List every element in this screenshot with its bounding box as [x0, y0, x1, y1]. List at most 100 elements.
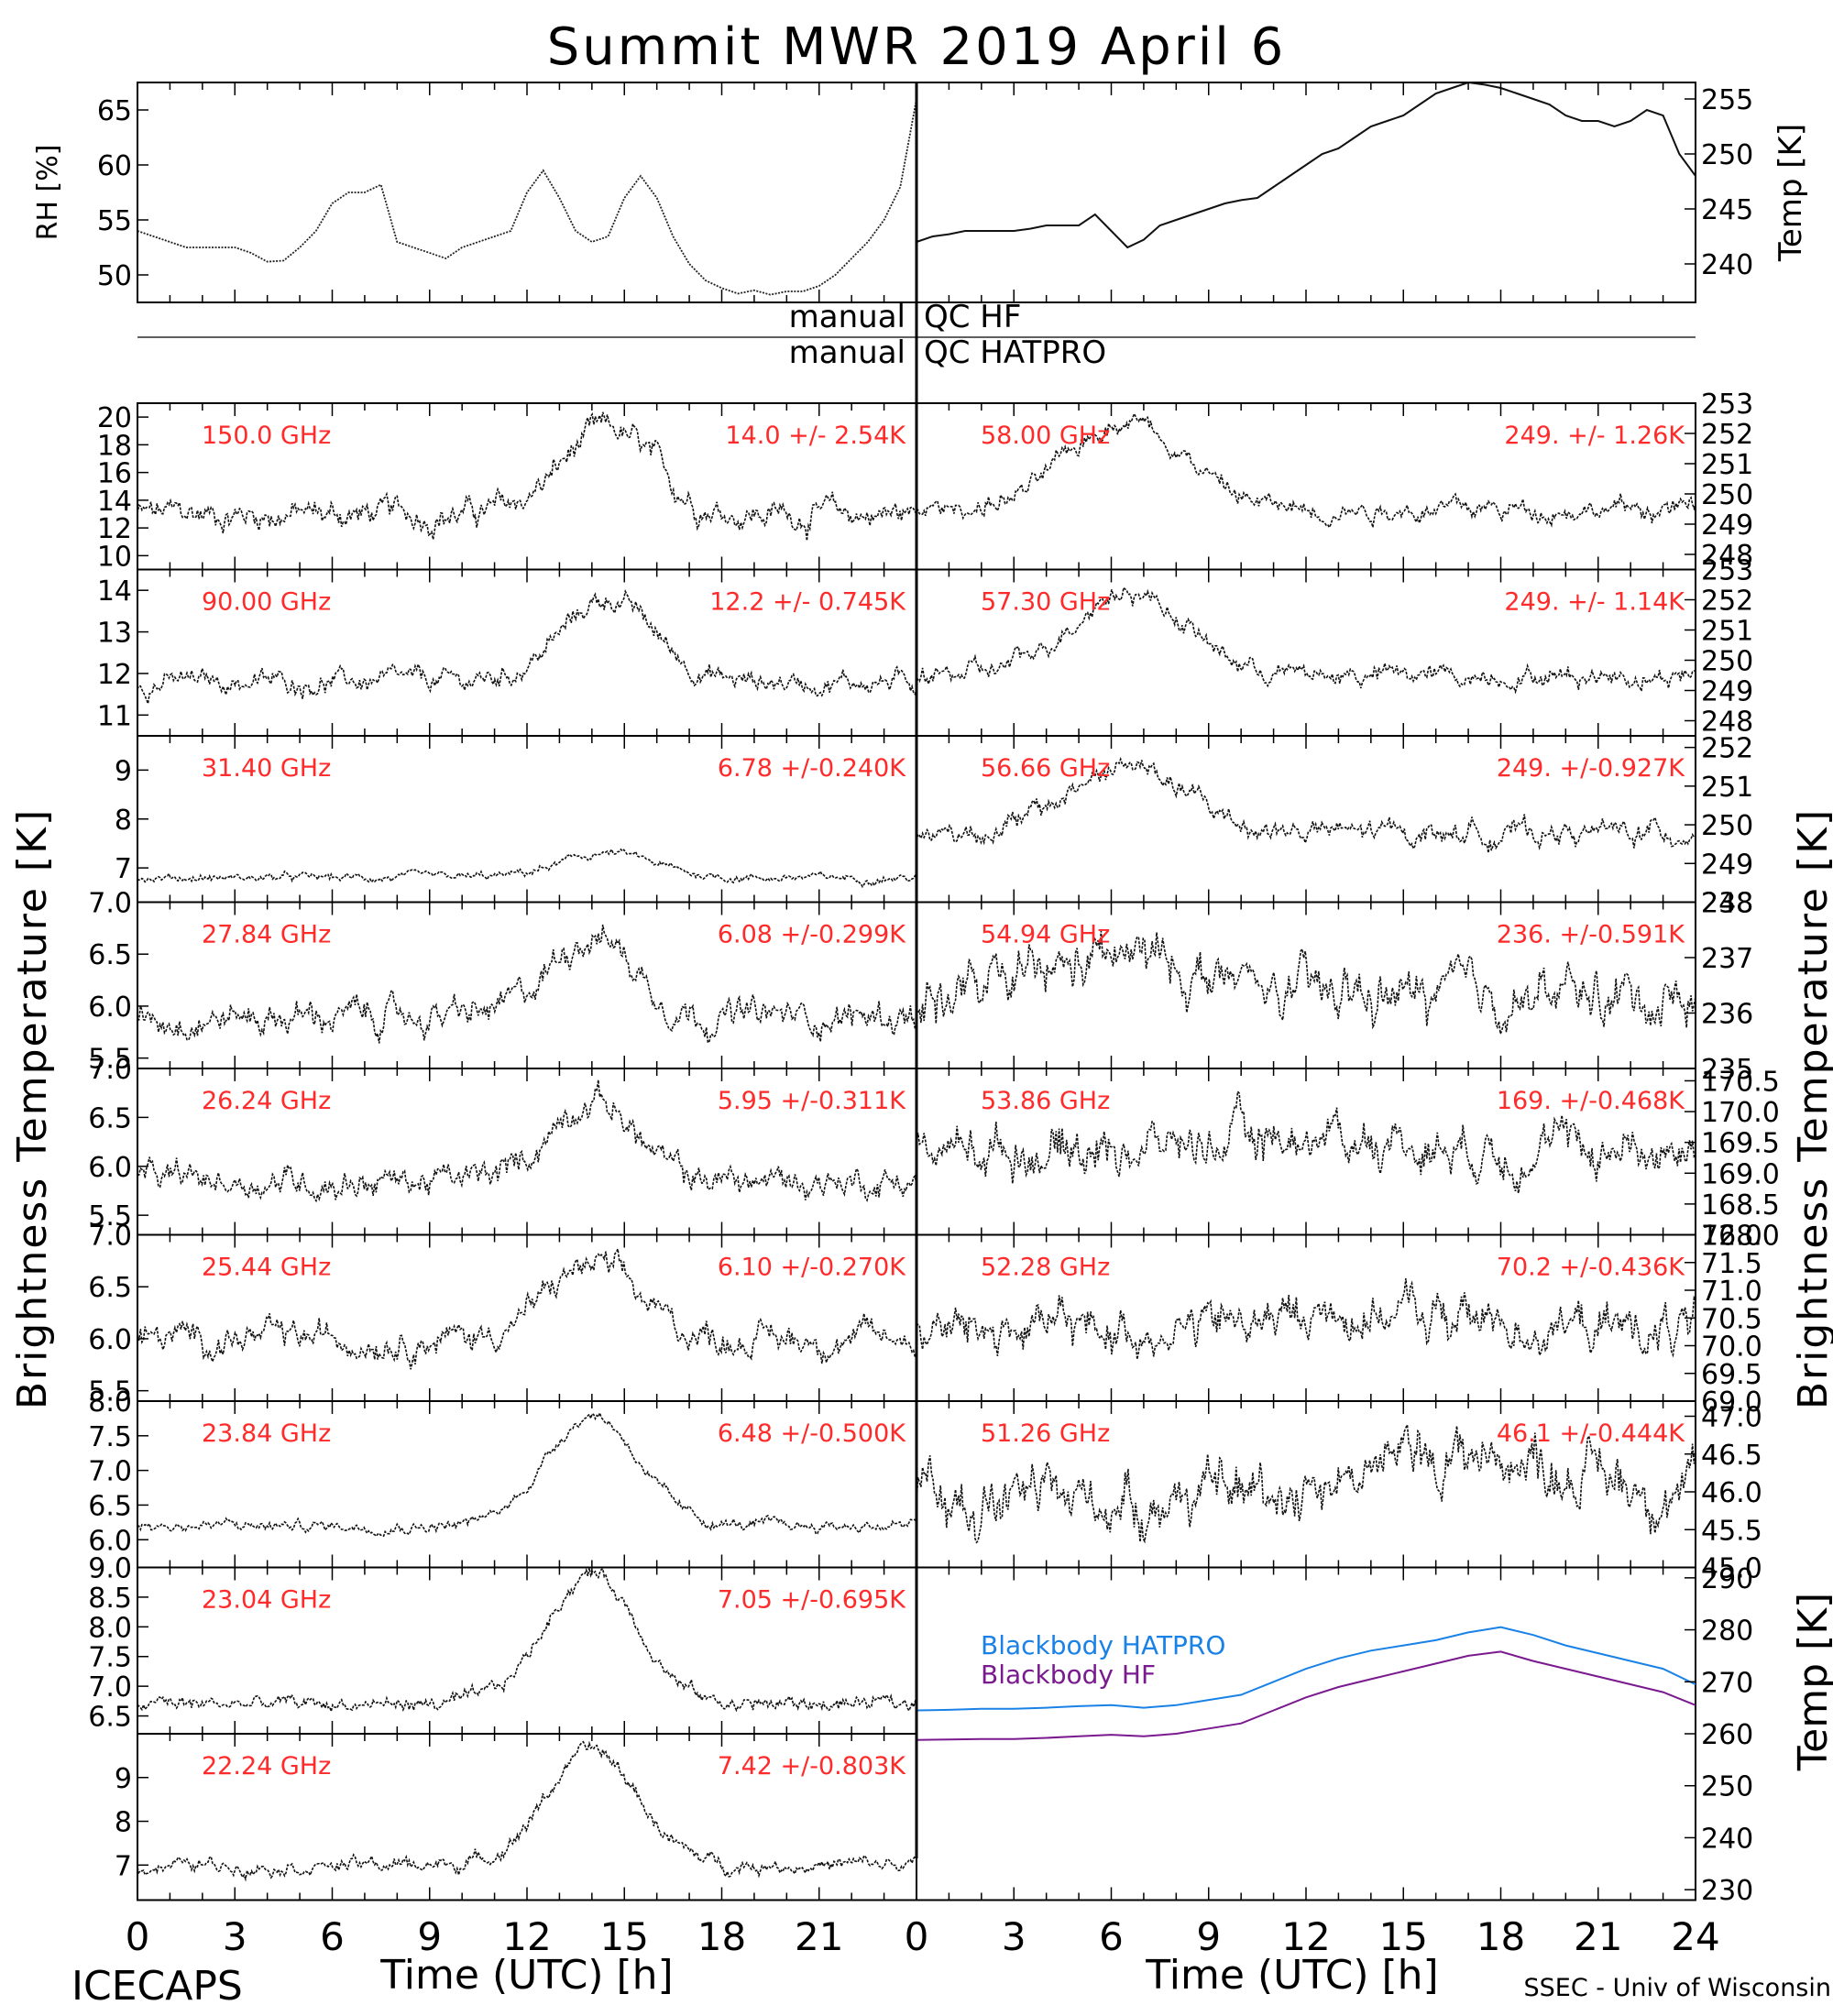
y-tick-label: 6.5 [88, 1272, 132, 1304]
left-axis-title: Brightness Temperature [K] [9, 808, 56, 1409]
channel-frequency-label: 51.26 GHz [981, 1419, 1110, 1448]
y-tick-label: 8.0 [88, 1612, 132, 1644]
legend-entry: Blackbody HF [981, 1660, 1156, 1690]
y-tick-label: 235 [1701, 1054, 1753, 1086]
temp-series-line [916, 81, 1696, 249]
channel-frequency-label: 56.66 GHz [981, 754, 1110, 783]
y-tick-label: 16 [97, 458, 132, 490]
y-tick-label: 46.5 [1701, 1440, 1762, 1472]
y-tick-label: 7 [115, 1850, 132, 1882]
x-axis-label-left: Time (UTC) [h] [379, 1952, 673, 1999]
y-tick-label: 240 [1701, 1823, 1753, 1855]
y-tick-label: 170.0 [1701, 1097, 1780, 1129]
brightness-series-line [137, 1740, 917, 1882]
channel-stats-label: 249. +/- 1.14K [1504, 588, 1685, 617]
brightness-series-line [916, 756, 1696, 853]
y-tick-label: 252 [1701, 586, 1753, 618]
x-tick-label: 12 [1281, 1914, 1330, 1959]
y-tick-label: 7.0 [88, 888, 132, 920]
y-tick-label: 252 [1701, 419, 1753, 451]
y-tick-label: 251 [1701, 616, 1753, 648]
y-tick-label: 71.5 [1701, 1248, 1762, 1280]
channel-stats-label: 46.1 +/-0.444K [1497, 1419, 1685, 1448]
channel-panel-left: 5.5 6.0 6.5 7.0 27.84 GHz 6.08 +/-0.299K [88, 888, 917, 1076]
channel-frequency-label: 58.00 GHz [981, 422, 1110, 450]
y-tick-label: 7.0 [88, 1054, 132, 1086]
y-tick-label: 252 [1701, 733, 1753, 765]
y-tick-label: 280 [1701, 1616, 1753, 1648]
footer-credit: SSEC - Univ of Wisconsin [1524, 1974, 1831, 2002]
channel-frequency-label: 90.00 GHz [202, 588, 331, 617]
y-tick-label: 9.0 [88, 1553, 132, 1585]
y-tick-label: 8 [115, 805, 132, 837]
x-tick-label: 3 [223, 1914, 247, 1959]
channel-frequency-label: 31.40 GHz [202, 754, 331, 783]
y-tick-label: 9 [115, 1763, 132, 1795]
channel-stats-label: 249. +/- 1.26K [1504, 422, 1685, 450]
y-tick-label: 45.0 [1701, 1553, 1762, 1585]
y-tick-label: 47.0 [1701, 1402, 1762, 1434]
channel-panel-right: 45.0 45.5 46.0 46.5 47.0 51.26 GHz 46.1 +/-0.4… [916, 1400, 1762, 1585]
channel-panel-right: 248 249 250 251 252 56.66 GHz 249. +/-0.927K [916, 733, 1753, 920]
y-tick-label: 5.5 [88, 1200, 132, 1233]
brightness-series-line [916, 411, 1696, 530]
channel-frequency-label: 150.0 GHz [202, 422, 331, 450]
channel-stats-label: 12.2 +/- 0.745K [709, 588, 906, 617]
x-tick-label: 15 [600, 1914, 649, 1959]
y-tick-label: 249 [1701, 509, 1753, 542]
brightness-series-line [916, 586, 1696, 695]
y-tick-label: 10 [97, 541, 132, 573]
brightness-series-line [137, 588, 917, 707]
x-tick-label: 21 [1574, 1914, 1622, 1959]
y-tick-label: 248 [1701, 888, 1753, 920]
y-tick-label: 20 [97, 402, 132, 434]
brightness-series-line [137, 411, 917, 542]
brightness-series-line [137, 848, 917, 889]
y-tick-label: 18 [97, 430, 132, 462]
y-tick-label: 250 [1701, 646, 1753, 678]
x-tick-label: 6 [320, 1914, 345, 1959]
x-tick-label: 18 [1476, 1914, 1525, 1959]
y-tick-label: 14 [97, 575, 132, 608]
channel-panel-left: 11 12 13 14 90.00 GHz 12.2 +/- 0.745K [97, 568, 917, 737]
y-tick-label: 65 [97, 95, 132, 127]
y-tick-label: 45.5 [1701, 1515, 1762, 1547]
x-tick-label: 15 [1379, 1914, 1428, 1959]
x-tick-label: 3 [1002, 1914, 1026, 1959]
brightness-series-line [916, 1277, 1696, 1360]
brightness-series-line [916, 930, 1696, 1037]
y-tick-label: 7.0 [88, 1671, 132, 1704]
y-tick-label: 5.5 [88, 1044, 132, 1076]
channel-stats-label: 70.2 +/-0.436K [1497, 1254, 1685, 1282]
figure-title: Summit MWR 2019 April 6 [547, 17, 1287, 77]
x-tick-label: 0 [126, 1914, 150, 1959]
y-tick-label: 13 [97, 618, 132, 650]
y-tick-label: 60 [97, 150, 132, 182]
x-tick-label: 9 [1196, 1914, 1221, 1959]
channel-panel-left: 6.06.57.07.58.0 23.84 GHz 6.48 +/-0.500K [88, 1386, 917, 1569]
y-tick-label: 70.0 [1701, 1331, 1762, 1364]
y-tick-label: 237 [1701, 943, 1753, 975]
channel-frequency-label: 22.24 GHz [202, 1752, 331, 1780]
y-tick-label: 6.0 [88, 1525, 132, 1557]
y-tick-label: 50 [97, 260, 132, 292]
qc-hf-left: manual [789, 299, 906, 335]
channel-panel-left: 7 8 9 31.40 GHz 6.78 +/-0.240K [115, 735, 917, 904]
y-tick-label: 7.5 [88, 1642, 132, 1674]
y-tick-label: 168.5 [1701, 1189, 1780, 1222]
channel-stats-label: 6.48 +/-0.500K [718, 1419, 906, 1448]
y-tick-label: 253 [1701, 555, 1753, 587]
y-tick-label: 69.5 [1701, 1359, 1762, 1391]
y-tick-label: 72.0 [1701, 1221, 1762, 1253]
x-tick-label: 6 [1099, 1914, 1124, 1959]
legend-entry: Blackbody HATPRO [981, 1630, 1225, 1660]
rh-axis-title: RH [%] [32, 145, 64, 241]
y-tick-label: 170.5 [1701, 1066, 1780, 1098]
y-tick-label: 6.0 [88, 1152, 132, 1184]
y-tick-label: 240 [1701, 249, 1753, 281]
y-tick-label: 7.5 [88, 1421, 132, 1453]
y-tick-label: 6.5 [88, 1490, 132, 1522]
